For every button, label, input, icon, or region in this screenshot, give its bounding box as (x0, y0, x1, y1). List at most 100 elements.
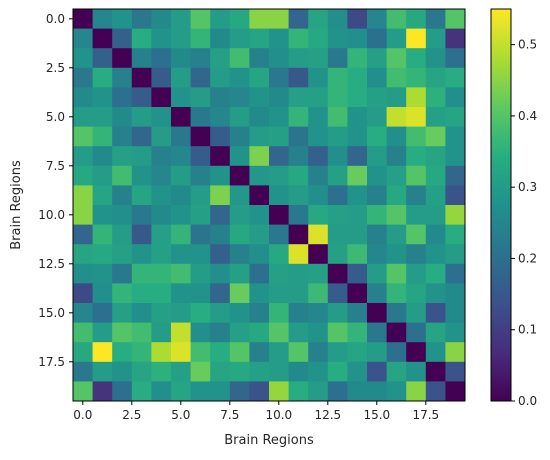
heatmap-cell (367, 165, 387, 186)
heatmap-cell (131, 224, 152, 245)
heatmap-cell (406, 263, 427, 284)
heatmap-cell (288, 165, 309, 186)
heatmap-cell (367, 342, 387, 363)
heatmap-cell (229, 87, 250, 108)
heatmap-cell (249, 303, 270, 323)
heatmap-cell (171, 224, 191, 245)
heatmap-cell (190, 48, 211, 69)
heatmap-cell (386, 185, 407, 206)
heatmap-cell (386, 9, 407, 29)
heatmap-cell (112, 361, 133, 382)
heatmap-cell (445, 322, 466, 343)
heatmap-cell (445, 244, 466, 265)
heatmap-cell (425, 48, 446, 69)
heatmap-cell (386, 283, 407, 304)
heatmap-cell (73, 263, 93, 284)
heatmap-cell (347, 87, 368, 108)
heatmap-cell (367, 146, 387, 167)
heatmap-cell (151, 48, 172, 69)
heatmap-cell (367, 67, 387, 88)
heatmap-cell (347, 146, 368, 167)
heatmap-cell (171, 48, 191, 69)
heatmap-cell (425, 303, 446, 323)
heatmap-cell (190, 283, 211, 304)
heatmap-cell (288, 67, 309, 88)
heatmap-cell (112, 263, 133, 284)
heatmap-cell (210, 146, 231, 167)
heatmap-cell (386, 361, 407, 382)
heatmap-cell (210, 263, 231, 284)
heatmap-cell (445, 361, 466, 382)
heatmap-cell (386, 165, 407, 186)
heatmap-cell (112, 303, 133, 323)
heatmap-cell (210, 322, 231, 343)
heatmap-cell (229, 283, 250, 304)
heatmap-cell (367, 87, 387, 108)
heatmap-cell (288, 9, 309, 29)
heatmap-cell (308, 9, 329, 29)
heatmap-cell (445, 126, 466, 147)
heatmap-cell (92, 205, 113, 225)
heatmap-cell (386, 126, 407, 147)
heatmap-cell (190, 244, 211, 265)
heatmap-cell (327, 107, 348, 127)
heatmap-cell (249, 263, 270, 284)
heatmap-cell (151, 205, 172, 225)
heatmap-cell (386, 263, 407, 284)
heatmap-cell (112, 48, 133, 69)
heatmap-cell (171, 244, 191, 265)
heatmap-cell (131, 67, 152, 88)
heatmap-cell (308, 165, 329, 186)
heatmap-cell (288, 263, 309, 284)
heatmap-cell (171, 87, 191, 108)
heatmap-cell (171, 107, 191, 127)
heatmap-cell (151, 381, 172, 402)
heatmap-cell (73, 107, 93, 127)
colorbar-ticks: 0.0 0.1 0.2 0.3 0.4 0.5 (511, 38, 537, 408)
heatmap-cell (445, 107, 466, 127)
heatmap-cell (131, 381, 152, 402)
y-tick-label: 2.5 (46, 61, 65, 75)
heatmap-cell (425, 126, 446, 147)
heatmap-cell (288, 107, 309, 127)
heatmap-cell (151, 107, 172, 127)
heatmap-cell (73, 67, 93, 88)
heatmap-cell (308, 224, 329, 245)
heatmap-cell (92, 165, 113, 186)
heatmap-cell (308, 283, 329, 304)
heatmap-cell (131, 283, 152, 304)
heatmap-cell (92, 263, 113, 284)
heatmap-cell (249, 185, 270, 206)
heatmap-cell (112, 28, 133, 49)
heatmap-cell (190, 146, 211, 167)
x-tick-label: 2.5 (122, 408, 141, 422)
heatmap-cell (92, 303, 113, 323)
heatmap-cell (367, 205, 387, 225)
heatmap-cell (73, 205, 93, 225)
heatmap-cell (151, 146, 172, 167)
heatmap-cell (171, 146, 191, 167)
colorbar-tick-label: 0.1 (518, 323, 537, 337)
heatmap-cell (327, 342, 348, 363)
heatmap-cell (445, 48, 466, 69)
heatmap-cell (367, 361, 387, 382)
heatmap-cell (210, 9, 231, 29)
heatmap-cell (406, 381, 427, 402)
heatmap-cell (210, 283, 231, 304)
heatmap-cell (425, 342, 446, 363)
heatmap-cell (269, 185, 289, 206)
heatmap-cell (190, 303, 211, 323)
heatmap-cell (308, 126, 329, 147)
heatmap-cell (112, 224, 133, 245)
heatmap-cell (269, 107, 289, 127)
heatmap-cell (190, 67, 211, 88)
heatmap-cell (112, 185, 133, 206)
heatmap-cell (269, 48, 289, 69)
heatmap-cell (406, 283, 427, 304)
y-tick-label: 15.0 (38, 306, 65, 320)
heatmap-cell (347, 48, 368, 69)
heatmap-cell (406, 126, 427, 147)
heatmap-cell (347, 342, 368, 363)
heatmap-cell (406, 87, 427, 108)
heatmap-cell (210, 185, 231, 206)
